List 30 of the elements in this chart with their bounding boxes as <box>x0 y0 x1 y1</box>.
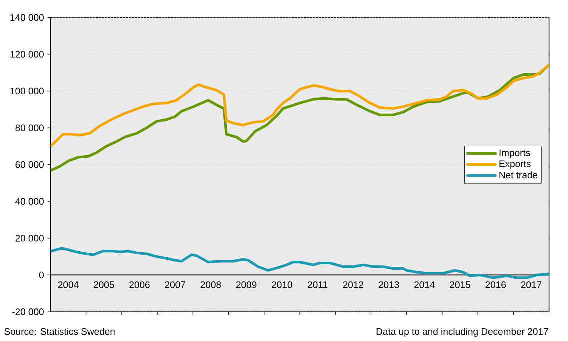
x-tick-label: 2004 <box>58 282 79 288</box>
text: Data up to and including December 2017 <box>376 328 548 337</box>
legend-label: Imports <box>500 150 530 158</box>
x-tick-label: 2010 <box>272 282 292 288</box>
y-tick-label: 80 000 <box>16 124 44 132</box>
y-tick-label: 40 000 <box>16 198 44 205</box>
y-tick-label: 100 000 <box>10 88 44 95</box>
legend-label: Exports <box>500 160 531 170</box>
y-tick-label: 60 000 <box>16 161 44 168</box>
x-tick-label: 2014 <box>414 282 435 288</box>
y-tick-label: 20 000 <box>16 235 44 242</box>
x-tick-label: 2007 <box>165 282 186 288</box>
x-tick-label: 2012 <box>343 282 364 288</box>
x-tick-label: 2008 <box>200 282 222 288</box>
x-tick-label: 2009 <box>236 282 257 288</box>
x-tick-label: 2017 <box>521 282 542 288</box>
x-tick-label: 2005 <box>94 282 114 288</box>
line-series <box>50 64 550 147</box>
line-series <box>50 247 550 280</box>
x-tick-label: 2013 <box>378 282 400 288</box>
y-tick-label: 0 <box>39 272 44 279</box>
y-tick-label: 140 000 <box>10 14 44 22</box>
x-tick-label: 2006 <box>130 282 150 288</box>
y-tick-label: -20 000 <box>12 308 44 316</box>
x-tick-label: 2011 <box>308 282 328 288</box>
x-tick-label: 2015 <box>450 282 470 288</box>
y-tick-label: 120 000 <box>10 51 44 58</box>
legend-label: Net trade <box>500 172 538 179</box>
source-note: Source: Statistics Sweden <box>4 328 115 336</box>
x-tick-label: 2016 <box>486 282 506 288</box>
